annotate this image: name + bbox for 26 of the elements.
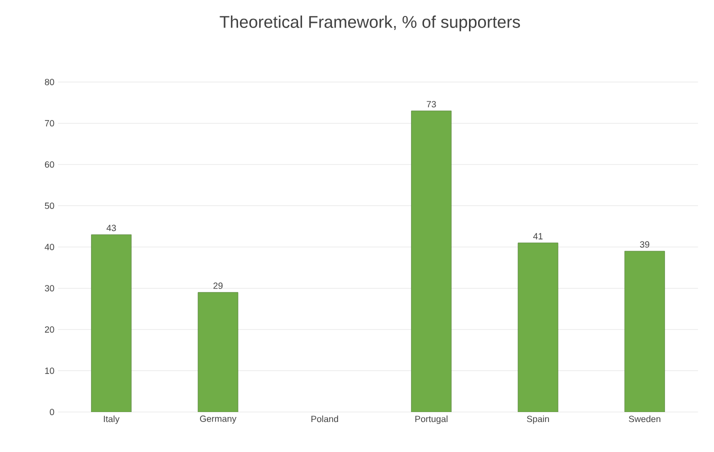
bar <box>198 292 238 412</box>
data-label: 29 <box>213 282 223 289</box>
x-tick-label: Portugal <box>415 416 448 424</box>
y-tick-label: 0 <box>50 408 54 416</box>
y-tick-label: 30 <box>44 285 54 292</box>
y-tick-label: 80 <box>44 78 54 86</box>
y-tick-label: 40 <box>44 244 54 250</box>
data-label: 39 <box>640 241 650 248</box>
x-tick-label: Germany <box>200 416 236 424</box>
data-label: 41 <box>533 233 543 240</box>
data-label: 43 <box>106 224 116 232</box>
bar <box>411 110 452 412</box>
y-tick-label: 70 <box>44 120 54 126</box>
data-label: 73 <box>426 101 436 108</box>
y-tick-label: 20 <box>44 326 54 333</box>
x-tick-label: Italy <box>104 416 120 424</box>
bar <box>624 250 665 412</box>
bar <box>91 234 132 412</box>
y-tick-label: 10 <box>45 368 54 374</box>
y-tick-label: 50 <box>44 202 54 209</box>
x-tick-label: Spain <box>526 416 549 424</box>
chart-title: Theoretical Framework, % of supporters <box>220 16 520 32</box>
x-tick-label: Sweden <box>628 416 660 422</box>
y-tick-label: 60 <box>44 161 54 168</box>
bar <box>518 242 558 412</box>
x-tick-label: Poland <box>311 416 338 422</box>
